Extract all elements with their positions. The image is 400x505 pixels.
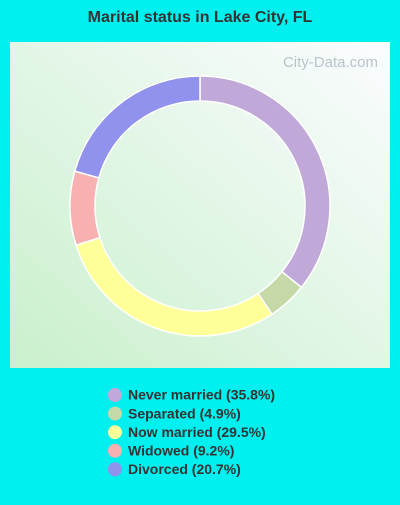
- legend-label: Now married (29.5%): [128, 424, 266, 440]
- legend-swatch: [108, 406, 122, 421]
- legend-label: Separated (4.9%): [128, 405, 241, 421]
- legend-label: Never married (35.8%): [128, 387, 275, 403]
- donut: [69, 75, 331, 337]
- legend-swatch: [108, 388, 122, 402]
- legend-label: Divorced (20.7%): [128, 461, 241, 477]
- legend-swatch: [108, 443, 122, 458]
- legend-swatch: [108, 425, 122, 440]
- donut-slice: [73, 75, 201, 179]
- donut-slice: [69, 170, 101, 247]
- legend: Never married (35.8%) Separated (4.9%) Now…: [108, 387, 275, 477]
- legend-label: Widowed (9.2%): [128, 443, 234, 459]
- watermark: City-Data.com: [283, 54, 378, 71]
- chart-title: Marital status in Lake City, FL: [88, 9, 313, 26]
- legend-swatch: [108, 462, 122, 477]
